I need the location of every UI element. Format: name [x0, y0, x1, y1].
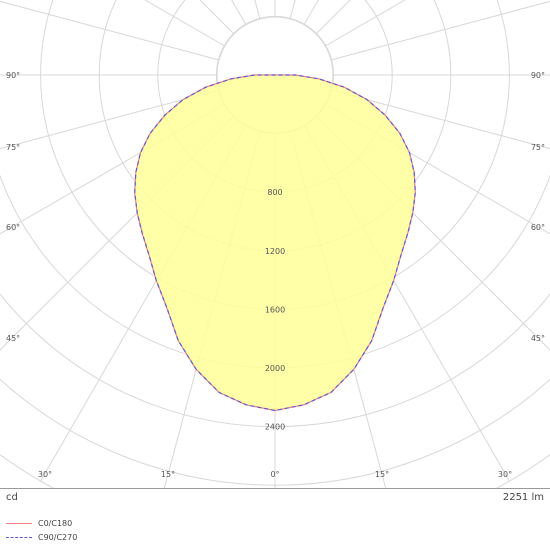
legend-label-c0: C0/C180 [38, 518, 73, 528]
radial-tick-label: 1200 [265, 247, 285, 256]
angle-label-bottom-left: 15° [161, 470, 175, 479]
grid-spoke [324, 0, 406, 47]
grid-spoke [330, 89, 550, 150]
polar-luminous-intensity-chart: 800 1200 1600 2000 2400 90° 75° 60° 45° 90° 75° 60°… [0, 0, 550, 488]
legend-item-c90: C90/C270 [6, 530, 77, 544]
grid-spoke [254, 0, 261, 20]
grid-spoke [0, 89, 220, 150]
angle-label-left: 90° [6, 71, 20, 80]
radial-tick-label: 2400 [265, 423, 285, 432]
angle-label-right: 45° [531, 334, 545, 343]
series-curve-1 [134, 74, 416, 412]
grid-spoke [144, 0, 226, 47]
luminous-flux-label: 2251 lm [502, 492, 544, 503]
legend-label-c90: C90/C270 [38, 532, 78, 542]
angle-label-bottom-right: 30° [498, 470, 512, 479]
legend-swatch-dashed [6, 536, 32, 538]
grid-spoke [303, 0, 319, 26]
angle-label-right: 75° [531, 143, 545, 152]
radial-tick-label: 1600 [265, 305, 285, 314]
angle-label-right: 60° [531, 223, 545, 232]
grid-spoke [289, 0, 296, 20]
distribution-area [134, 75, 416, 411]
radial-tick-label: 800 [267, 188, 282, 197]
angle-label-left: 75° [6, 143, 20, 152]
unit-label: cd [6, 492, 18, 503]
angle-label-bottom-right: 15° [375, 470, 389, 479]
angle-label-bottom-zero: 0° [270, 470, 279, 479]
legend-swatch-solid [6, 522, 32, 524]
grid-spoke [199, 0, 235, 35]
grid-spoke [330, 0, 550, 61]
distribution-fill [134, 75, 416, 411]
angle-label-bottom-left: 30° [38, 470, 52, 479]
chart-bottom-border [0, 488, 550, 489]
legend-item-c0: C0/C180 [6, 516, 77, 530]
legend: C0/C180 C90/C270 [6, 516, 77, 544]
grid-spoke [0, 0, 220, 61]
angle-label-right: 90° [531, 71, 545, 80]
radial-tick-label: 2000 [265, 364, 285, 373]
grid-spoke [315, 0, 351, 35]
axis-labels: 800 1200 1600 2000 2400 90° 75° 60° 45° 90° 75° 60°… [6, 71, 545, 479]
series-curves [134, 74, 416, 412]
angle-label-left: 45° [6, 334, 20, 343]
angle-label-left: 60° [6, 223, 20, 232]
grid-spoke [231, 0, 247, 26]
